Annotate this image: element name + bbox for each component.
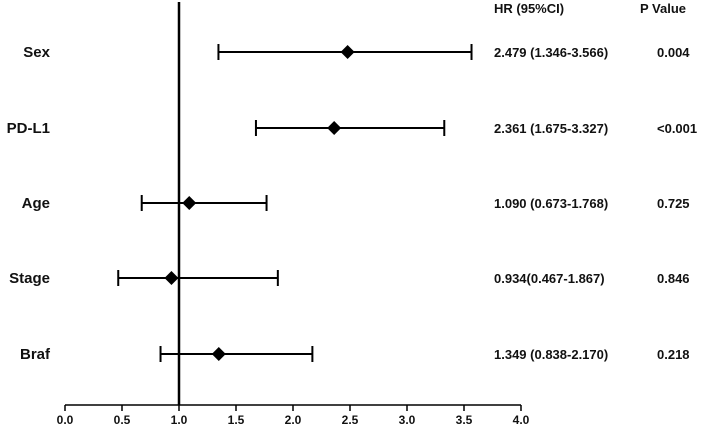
x-tick-label: 0.0: [57, 413, 74, 427]
x-tick-label: 2.0: [285, 413, 302, 427]
p-value-text: <0.001: [657, 121, 697, 136]
x-axis: 0.0 0.5 1.0 1.5 2.0 2.5 3.0 3.5 4.0: [57, 404, 530, 427]
hr-ci-text: 2.361 (1.675-3.327): [494, 121, 608, 136]
p-value-text: 0.004: [657, 45, 690, 60]
x-tick-label: 3.5: [456, 413, 473, 427]
row-label: Sex: [23, 44, 50, 61]
hr-column-header: HR (95%CI): [494, 1, 564, 16]
hr-point-marker: [340, 45, 355, 59]
hr-point-marker: [327, 121, 342, 135]
x-tick-label: 0.5: [114, 413, 131, 427]
hr-ci-text: 0.934(0.467-1.867): [494, 271, 605, 286]
x-tick-label: 1.0: [171, 413, 188, 427]
p-value-text: 0.725: [657, 196, 690, 211]
forest-row: Stage 0.934(0.467-1.867) 0.846: [9, 270, 690, 287]
x-tick-label: 2.5: [342, 413, 359, 427]
forest-row: Braf 1.349 (0.838-2.170) 0.218: [20, 346, 690, 363]
x-tick-label: 3.0: [399, 413, 416, 427]
p-value-text: 0.218: [657, 347, 690, 362]
x-tick-label: 1.5: [228, 413, 245, 427]
hr-point-marker: [182, 196, 197, 210]
p-value-text: 0.846: [657, 271, 690, 286]
hr-ci-text: 1.349 (0.838-2.170): [494, 347, 608, 362]
forest-row: Age 1.090 (0.673-1.768) 0.725: [22, 195, 690, 212]
hr-point-marker: [211, 347, 226, 361]
row-label: Stage: [9, 270, 50, 287]
row-label: Braf: [20, 346, 51, 363]
forest-row: PD-L1 2.361 (1.675-3.327) <0.001: [7, 120, 697, 137]
hr-point-marker: [164, 271, 179, 285]
row-label: Age: [22, 195, 50, 212]
x-tick-label: 4.0: [513, 413, 530, 427]
rows-layer: Sex 2.479 (1.346-3.566) 0.004 PD-L1 2.361 (1…: [7, 2, 697, 405]
row-label: PD-L1: [7, 120, 50, 137]
forest-row: Sex 2.479 (1.346-3.566) 0.004: [23, 44, 690, 61]
p-column-header: P Value: [640, 1, 686, 16]
hr-ci-text: 2.479 (1.346-3.566): [494, 45, 608, 60]
hr-ci-text: 1.090 (0.673-1.768): [494, 196, 608, 211]
